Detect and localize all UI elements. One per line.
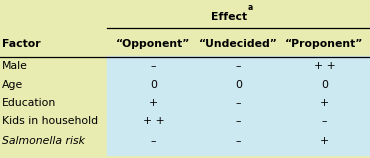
Text: Factor: Factor [2,39,40,49]
Text: Kids in household: Kids in household [2,116,98,126]
Text: –: – [151,136,156,146]
Text: –: – [236,61,241,71]
Bar [107,56,370,155]
Text: “Proponent”: “Proponent” [285,39,364,49]
Text: –: – [322,116,327,126]
Text: “Opponent”: “Opponent” [116,39,191,49]
Text: Effect: Effect [211,12,248,22]
Text: Age: Age [2,79,23,90]
Text: 0: 0 [150,79,157,90]
Text: –: – [236,98,241,108]
Text: + +: + + [314,61,335,71]
Text: +: + [149,98,158,108]
Text: 0: 0 [321,79,328,90]
Text: 0: 0 [235,79,242,90]
Text: +: + [320,98,329,108]
Text: “Undecided”: “Undecided” [199,39,278,49]
Text: +: + [320,136,329,146]
Text: Salmonella risk: Salmonella risk [2,136,85,146]
Text: a: a [247,3,252,12]
Text: –: – [236,116,241,126]
Text: Male: Male [2,61,28,71]
Text: –: – [151,61,156,71]
Text: Education: Education [2,98,56,108]
Text: –: – [236,136,241,146]
Text: + +: + + [143,116,164,126]
